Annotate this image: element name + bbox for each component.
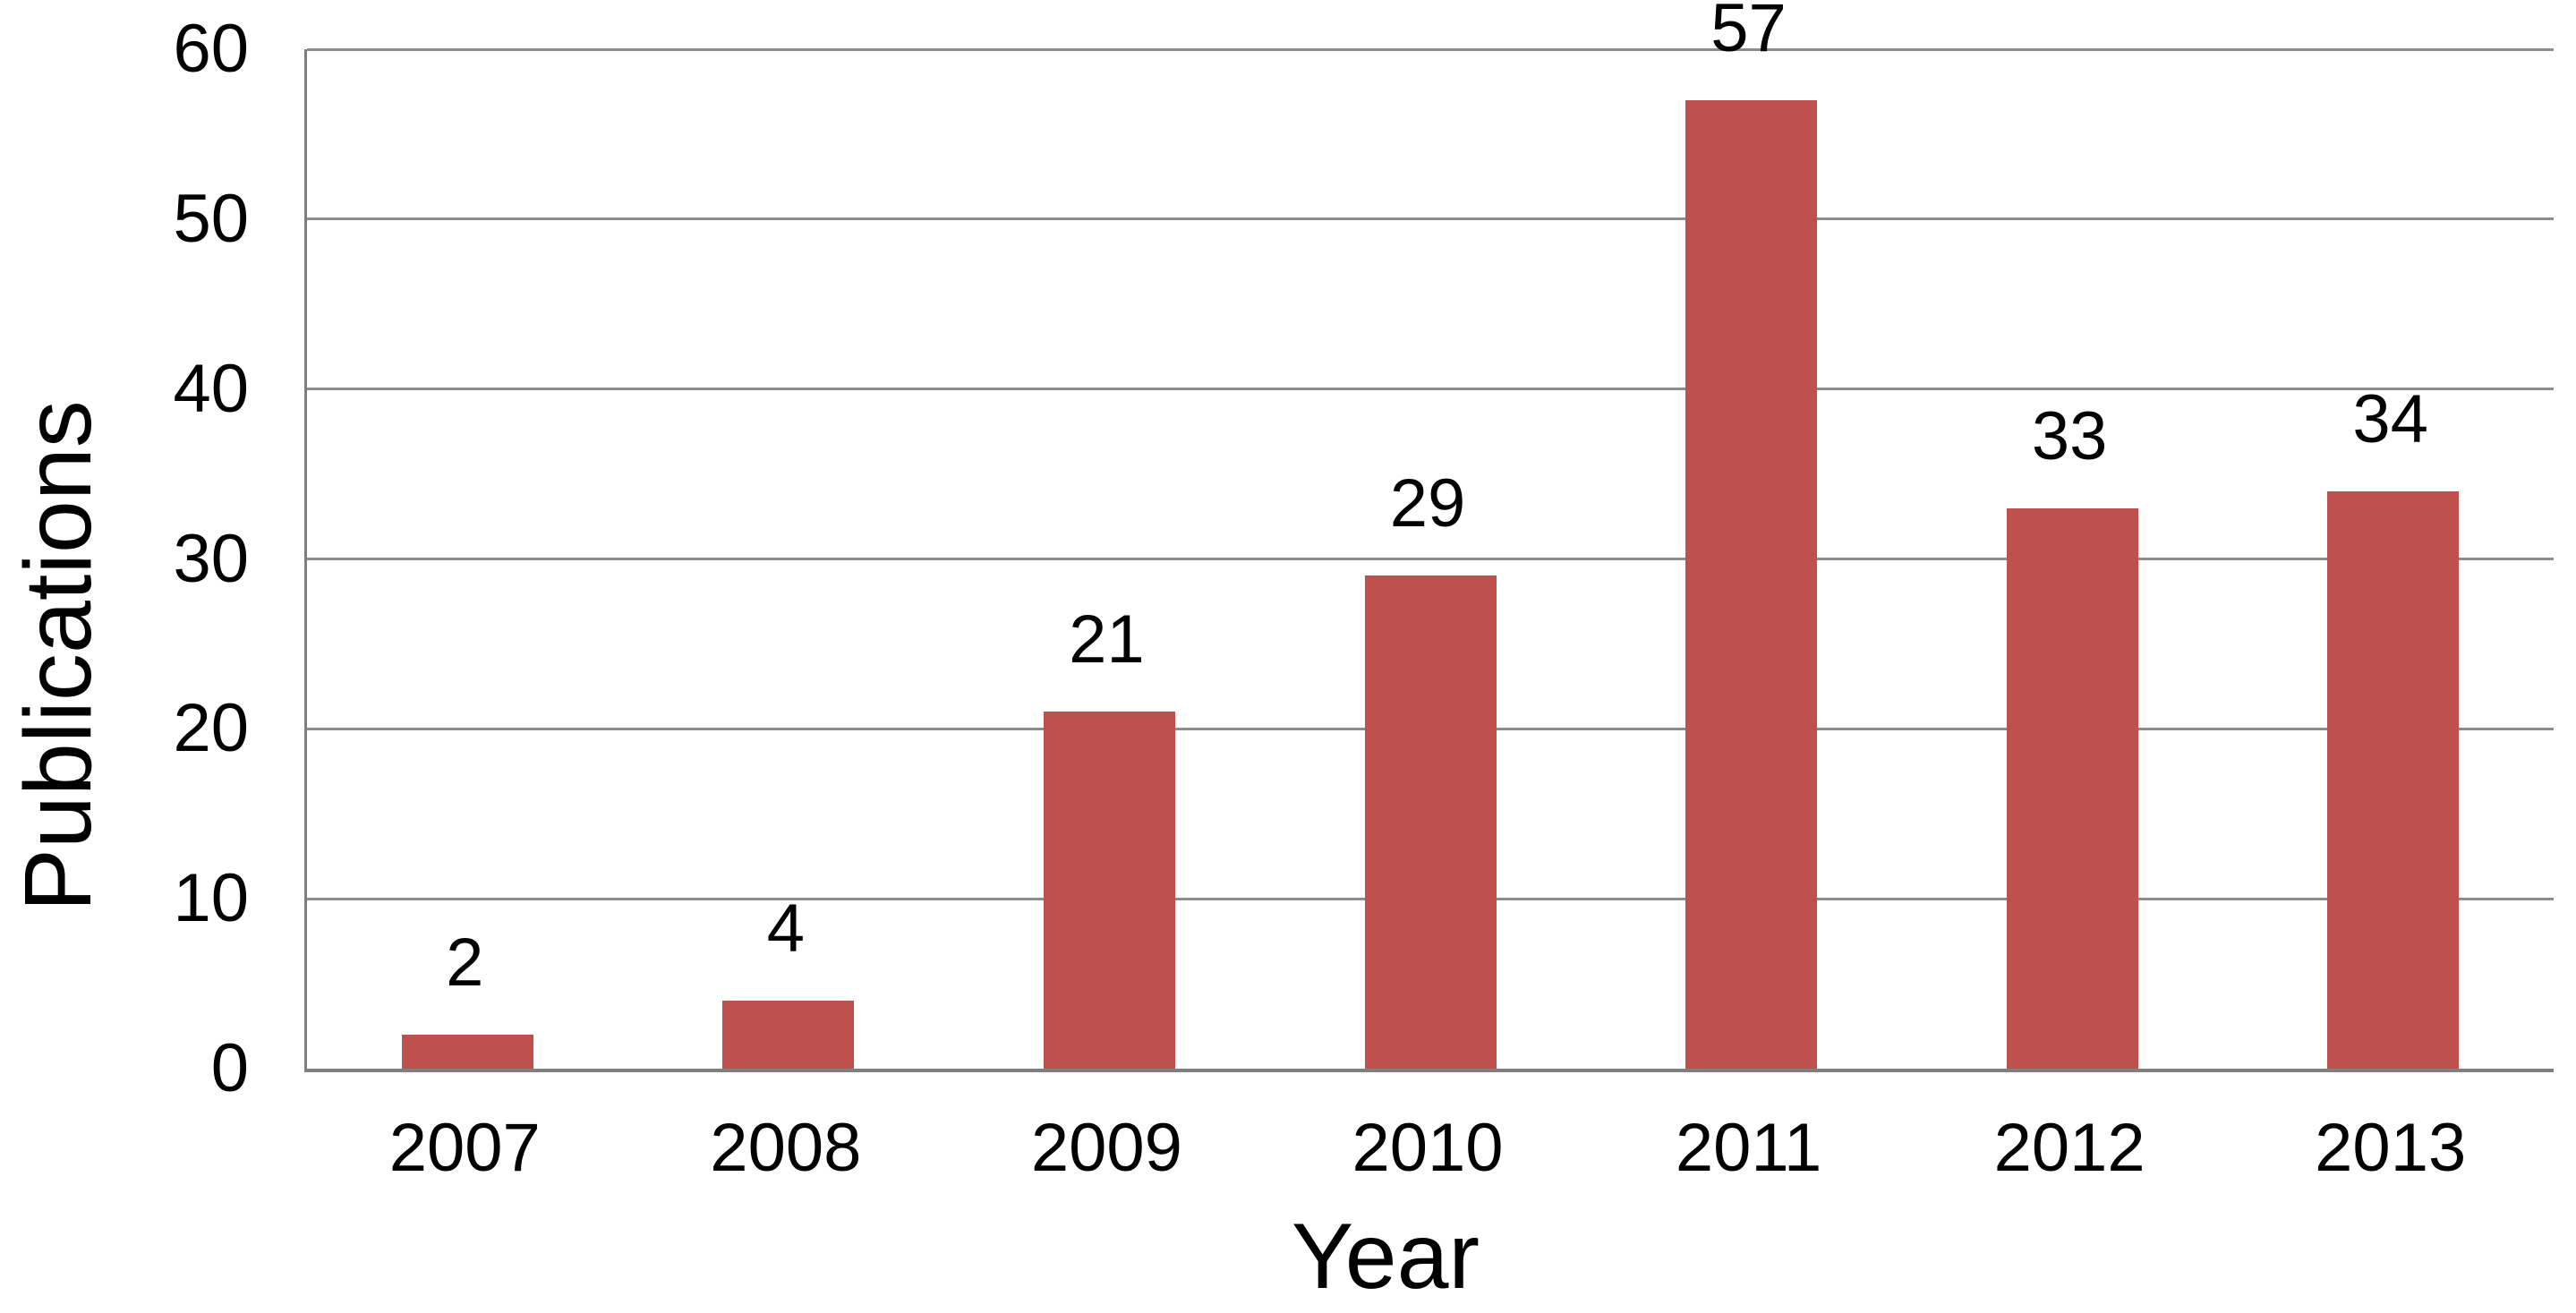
gridline-50: [307, 217, 2554, 221]
y-tick-label-10: 10: [173, 860, 249, 937]
bar-2010: [1364, 576, 1497, 1069]
bar-2011: [1685, 99, 1818, 1069]
bar-2008: [722, 1001, 855, 1069]
y-tick-label-60: 60: [173, 11, 249, 87]
x-tick-label-2013: 2013: [2315, 1110, 2467, 1186]
bar-value-label-2012: 33: [2031, 397, 2108, 474]
gridline-30: [307, 558, 2554, 560]
plot-area: [304, 47, 2554, 1072]
bar-value-label-2008: 4: [766, 891, 805, 968]
bar-value-label-2007: 2: [446, 925, 484, 1002]
x-tick-label-2012: 2012: [1993, 1110, 2145, 1186]
y-tick-label-0: 0: [210, 1030, 249, 1106]
bar-2012: [2006, 507, 2138, 1069]
x-tick-label-2011: 2011: [1675, 1110, 1822, 1186]
x-tick-label-2007: 2007: [388, 1110, 541, 1186]
bar-value-label-2011: 57: [1710, 0, 1787, 66]
x-axis-title: Year: [1291, 1205, 1480, 1309]
bar-2009: [1043, 712, 1175, 1069]
bar-value-label-2010: 29: [1389, 465, 1466, 542]
y-tick-label-20: 20: [173, 690, 249, 767]
bar-value-label-2013: 34: [2352, 380, 2428, 457]
x-tick-label-2009: 2009: [1030, 1110, 1182, 1186]
bar-2007: [401, 1035, 533, 1069]
y-tick-label-50: 50: [173, 180, 249, 257]
bar-value-label-2009: 21: [1069, 601, 1145, 678]
y-tick-label-40: 40: [173, 350, 249, 427]
gridline-40: [307, 388, 2554, 391]
x-tick-label-2008: 2008: [710, 1110, 862, 1186]
y-axis-title: Publications: [5, 400, 111, 912]
bar-2013: [2327, 490, 2460, 1069]
gridline-60: [307, 47, 2554, 51]
x-tick-label-2010: 2010: [1352, 1110, 1504, 1186]
y-tick-label-30: 30: [173, 520, 249, 597]
